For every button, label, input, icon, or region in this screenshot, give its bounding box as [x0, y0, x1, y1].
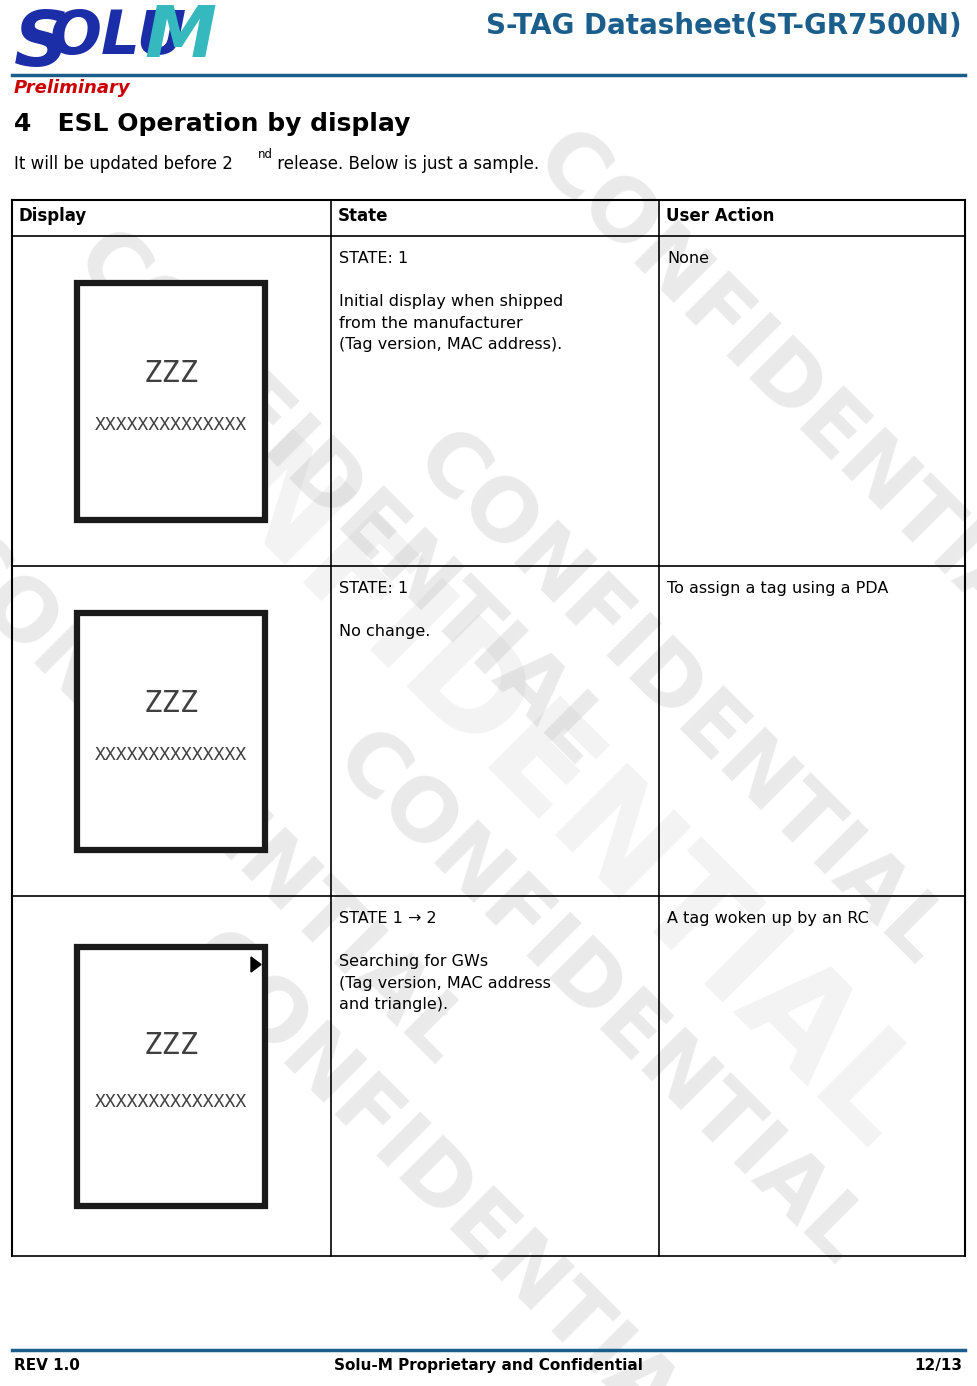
Text: User Action: User Action [666, 207, 775, 225]
Polygon shape [251, 956, 261, 972]
Text: 4   ESL Operation by display: 4 ESL Operation by display [14, 112, 410, 136]
Text: XXXXXXXXXXXXXX: XXXXXXXXXXXXXX [95, 746, 247, 764]
Text: REV 1.0: REV 1.0 [14, 1358, 80, 1374]
Bar [77, 613, 265, 850]
Text: To assign a tag using a PDA: To assign a tag using a PDA [667, 581, 888, 596]
Text: XXXXXXXXXXXXXX: XXXXXXXXXXXXXX [95, 1094, 247, 1112]
Text: 12/13: 12/13 [914, 1358, 962, 1374]
Text: CONFIDENTIAL: CONFIDENTIAL [168, 918, 732, 1386]
Text: None: None [667, 251, 709, 266]
Text: Display: Display [19, 207, 87, 225]
Text: CONFIDENTIAL: CONFIDENTIAL [59, 218, 621, 782]
Text: ZZZ: ZZZ [144, 359, 198, 388]
Text: CONFIDENTIAL: CONFIDENTIAL [399, 419, 961, 981]
Text: XXXXXXXXXXXXXX: XXXXXXXXXXXXXX [95, 416, 247, 434]
Text: ZZZ: ZZZ [144, 1031, 198, 1060]
Text: release. Below is just a sample.: release. Below is just a sample. [272, 155, 539, 173]
Text: OLU: OLU [50, 8, 188, 67]
Bar [77, 283, 265, 520]
Text: ZZZ: ZZZ [144, 689, 198, 718]
Text: CONFIDENTIAL: CONFIDENTIAL [518, 118, 977, 682]
Text: CONFIDENTIAL: CONFIDENTIAL [319, 718, 882, 1282]
Text: M: M [120, 3, 217, 72]
Text: CONFIDENTIAL: CONFIDENTIAL [0, 518, 482, 1082]
Bar [77, 947, 265, 1206]
Text: Preliminary: Preliminary [14, 79, 131, 97]
Text: State: State [338, 207, 389, 225]
Text: CONFIDENTIAL: CONFIDENTIAL [33, 265, 943, 1175]
Text: STATE: 1

Initial display when shipped
from the manufacturer
(Tag version, MAC a: STATE: 1 Initial display when shipped fr… [339, 251, 564, 352]
Text: A tag woken up by an RC: A tag woken up by an RC [667, 911, 869, 926]
Text: It will be updated before 2: It will be updated before 2 [14, 155, 233, 173]
Text: Solu-M Proprietary and Confidential: Solu-M Proprietary and Confidential [333, 1358, 643, 1374]
Text: STATE 1 → 2

Searching for GWs
(Tag version, MAC address
and triangle).: STATE 1 → 2 Searching for GWs (Tag versi… [339, 911, 551, 1012]
Text: S-TAG Datasheet(ST-GR7500N): S-TAG Datasheet(ST-GR7500N) [487, 12, 962, 40]
Text: S: S [14, 8, 69, 82]
Text: STATE: 1

No change.: STATE: 1 No change. [339, 581, 431, 639]
Text: nd: nd [258, 148, 273, 161]
